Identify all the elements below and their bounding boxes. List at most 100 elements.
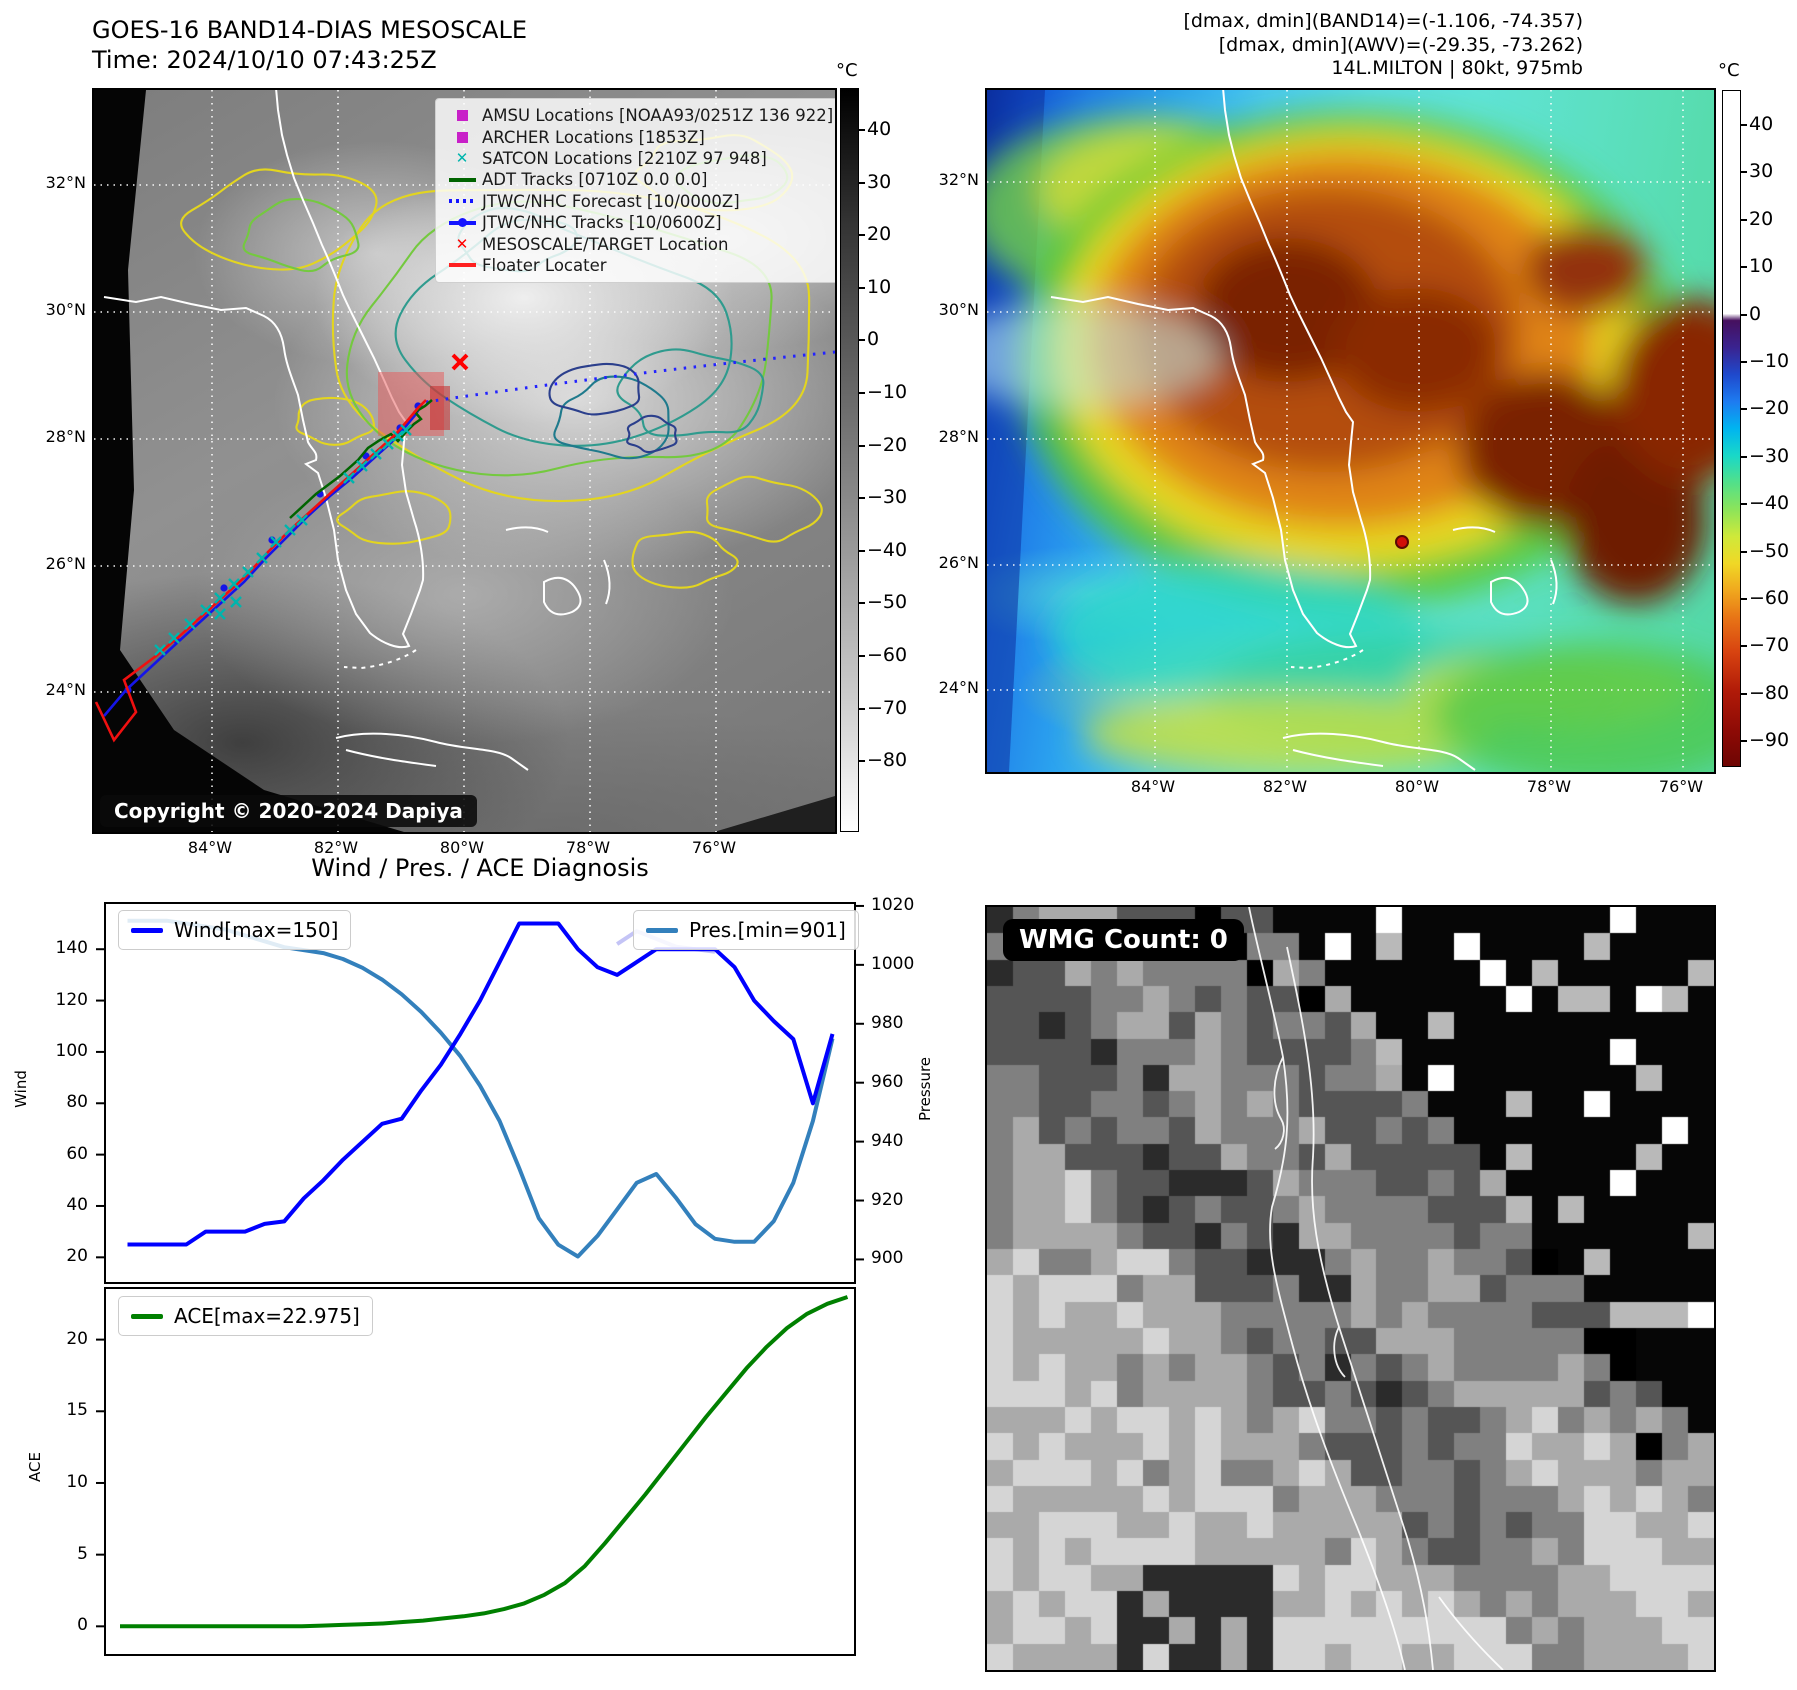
ace-line [120,1295,849,1629]
satcon-x [382,438,394,450]
awv-colorbar-tick-label: −20 [1749,397,1790,420]
band14-colorbar-tick-label: 30 [867,170,892,193]
coast-path [1452,526,1496,533]
awv-colorbar-tick-label: −90 [1749,729,1790,752]
legend-label: AMSU Locations [NOAA93/0251Z 136 922] [482,106,834,126]
band14-colorbar-tick-mark [858,497,865,500]
satcon-x [296,514,308,526]
awv-lon-label: 84°W [1130,777,1176,796]
contour-line [616,348,765,437]
awv-colorbar-tick-mark [1740,692,1747,695]
band14-colorbar-tick-mark [858,234,865,237]
awv-colorbar-tick-mark [1740,408,1747,411]
band14-colorbar [840,88,859,832]
storm-cloud-shield [987,110,1714,772]
satcon-x [256,552,268,564]
band14-lat-label: 32°N [45,173,86,192]
awv-lon-label: 76°W [1658,777,1704,796]
coast-path [543,576,582,616]
awv-colorbar-tick-label: −40 [1749,492,1790,515]
satcon-x [242,566,254,578]
copyright-badge: Copyright © 2020-2024 Dapiya [100,795,477,827]
x-icon: ✕ [455,234,469,253]
band14-time: Time: 2024/10/10 07:43:25Z [92,46,437,74]
legend-label: MESOSCALE/TARGET Location [482,234,729,254]
legend-label: ARCHER Locations [1853Z] [482,127,705,147]
awv-colorbar-tick-mark [1740,218,1747,221]
satcon-x [392,430,404,442]
band14-lat-label: 28°N [45,427,86,446]
awv-overlays [987,90,1714,772]
wind-legend: Wind[max=150] [118,910,352,950]
wmg-count-badge: WMG Count: 0 [1003,919,1244,961]
band14-legend: AMSU Locations [NOAA93/0251Z 136 922] ARC… [435,98,835,284]
band14-colorbar-tick-mark [858,655,865,657]
plot-frame [104,902,856,1284]
coastline [1050,90,1558,771]
satcon-x [154,644,166,656]
contour-line [180,168,378,271]
ace-legend: ACE[max=22.975] [118,1296,373,1336]
line-icon [442,263,482,268]
satcon-x [214,592,226,604]
band14-colorbar-tick-mark [858,339,865,342]
satcon-x [343,472,355,484]
band14-colorbar-tick-mark [858,707,865,710]
plot-frame [104,1287,856,1656]
wmg-panel: WMG Count: 0 [985,905,1716,1672]
legend-label: JTWC/NHC Forecast [10/0000Z] [482,191,740,211]
satcon-x-markers [154,424,412,656]
legend-item: ✕ MESOSCALE/TARGET Location [442,233,833,254]
satcon-x [400,424,412,436]
ace-legend-label: ACE[max=22.975] [174,1304,360,1328]
band14-colorbar-tick-label: −60 [867,644,908,666]
awv-colorbar-tick-label: 0 [1749,302,1762,325]
awv-lon-label: 80°W [1394,777,1440,796]
wind-tick-label: 80 [66,1092,88,1113]
satcon-x [284,524,296,536]
target-x-icon [451,353,469,371]
legend-item: ADT Tracks [0710Z 0.0 0.0] [442,169,833,190]
pressure-tick-label: 940 [871,1130,904,1151]
contour-line [242,197,360,273]
coast-path [1050,90,1372,649]
contour-line [336,490,452,545]
band14-colorbar-tick-label: −30 [867,486,908,509]
satcon-x [370,448,382,460]
awv-colorbar-tick-label: −50 [1749,539,1790,562]
contour-line [705,475,823,543]
awv-colorbar-tick-mark [1740,313,1747,316]
band14-lat-label: 26°N [45,554,86,573]
jtwc-forecast-dotted-line [425,350,835,404]
x-icon: ✕ [455,148,469,167]
awv-colorbar-tick-label: −70 [1749,634,1790,657]
satcon-x [230,596,242,608]
band14-lon-label: 82°W [313,838,359,857]
band14-colorbar-tick-mark [858,181,865,184]
coast-path [1550,559,1558,605]
ace-tick-label: 0 [77,1615,88,1636]
satcon-x [200,604,212,616]
band14-colorbar-tick-mark [858,549,865,552]
band14-title: GOES-16 BAND14-DIAS MESOSCALE [92,16,528,44]
awv-colorbar-tick-mark [1740,503,1747,506]
band14-colorbar-tick-mark [858,129,865,131]
legend-label: SATCON Locations [2210Z 97 948] [482,148,767,168]
pressure-tick-label: 960 [871,1071,904,1092]
band14-colorbar-tick-label: 40 [867,118,892,140]
awv-lon-label: 78°W [1526,777,1572,796]
band14-colorbar-tick-label: −70 [867,696,908,719]
pressure-axis-label: Pressure [916,1056,935,1122]
band14-map: AMSU Locations [NOAA93/0251Z 136 922] ARC… [92,88,837,834]
awv-colorbar-tick-label: −60 [1749,587,1790,609]
band14-lon-label: 80°W [439,838,485,857]
awv-header-line-1: [dmax, dmin](BAND14)=(-1.106, -74.357) [1183,10,1583,32]
coast-path [103,90,425,649]
band14-colorbar-tick-label: −20 [867,433,908,456]
band14-colorbar-tick-mark [858,286,865,289]
awv-colorbar-tick-mark [1740,266,1747,269]
legend-label: Floater Locater [482,255,607,275]
square-icon [442,131,482,143]
band14-colorbar-tick-label: 20 [867,223,892,246]
awv-colorbar-tick-mark [1740,740,1747,743]
